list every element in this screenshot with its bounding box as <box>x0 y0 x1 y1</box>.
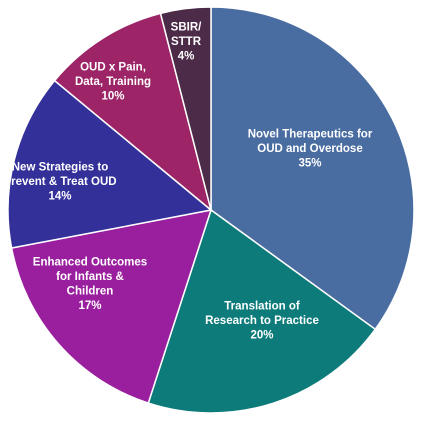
slice-label-2: Enhanced Outcomes for Infants & Children 17… <box>33 256 147 312</box>
slice-percent-1: 20% <box>250 330 273 342</box>
slice-percent-0: 35% <box>298 158 321 170</box>
slice-label-line: Novel Therapeutics for <box>248 129 373 141</box>
slice-label-line: OUD and Overdose <box>257 143 362 155</box>
slice-label-line: Prevent & Treat OUD <box>3 176 116 188</box>
slice-label-line: Children <box>67 285 114 297</box>
pie-slice-4 <box>53 12 213 213</box>
slice-label-line: Enhanced Outcomes <box>33 256 147 268</box>
slice-label-5: SBIR/STTR 4% <box>171 22 202 63</box>
slice-label-4: OUD x Pain, Data, Training 10% <box>75 62 151 103</box>
slice-label-line: New Strategies to <box>12 162 109 174</box>
slice-label-line: Data, Training <box>75 76 151 88</box>
slice-label-1: Translation of Research to Practice 20% <box>205 301 319 342</box>
pie-slice-3 <box>7 79 213 249</box>
pie-slice-2 <box>10 209 213 405</box>
pie-slice-5 <box>159 6 212 211</box>
slice-label-line: Translation of <box>224 301 300 313</box>
pie-labels: Novel Therapeutics for OUD and Overdose 35… <box>3 22 372 342</box>
slice-percent-5: 4% <box>178 51 195 63</box>
pie-slice-0 <box>210 6 415 331</box>
slice-label-line: SBIR/ <box>171 22 202 34</box>
slice-percent-2: 17% <box>78 300 101 312</box>
slice-percent-4: 10% <box>101 91 124 103</box>
pie-slice-1 <box>147 208 377 414</box>
slice-percent-3: 14% <box>48 191 71 203</box>
slice-label-0: Novel Therapeutics for OUD and Overdose 35… <box>248 129 373 170</box>
slice-label-line: for Infants & <box>56 271 124 283</box>
slice-label-line: STTR <box>171 36 202 48</box>
pie-slices <box>7 6 415 414</box>
slice-label-3: New Strategies to Prevent & Treat OUD 14% <box>3 162 116 203</box>
slice-label-line: OUD x Pain, <box>80 62 146 74</box>
slice-label-line: Research to Practice <box>205 315 319 327</box>
